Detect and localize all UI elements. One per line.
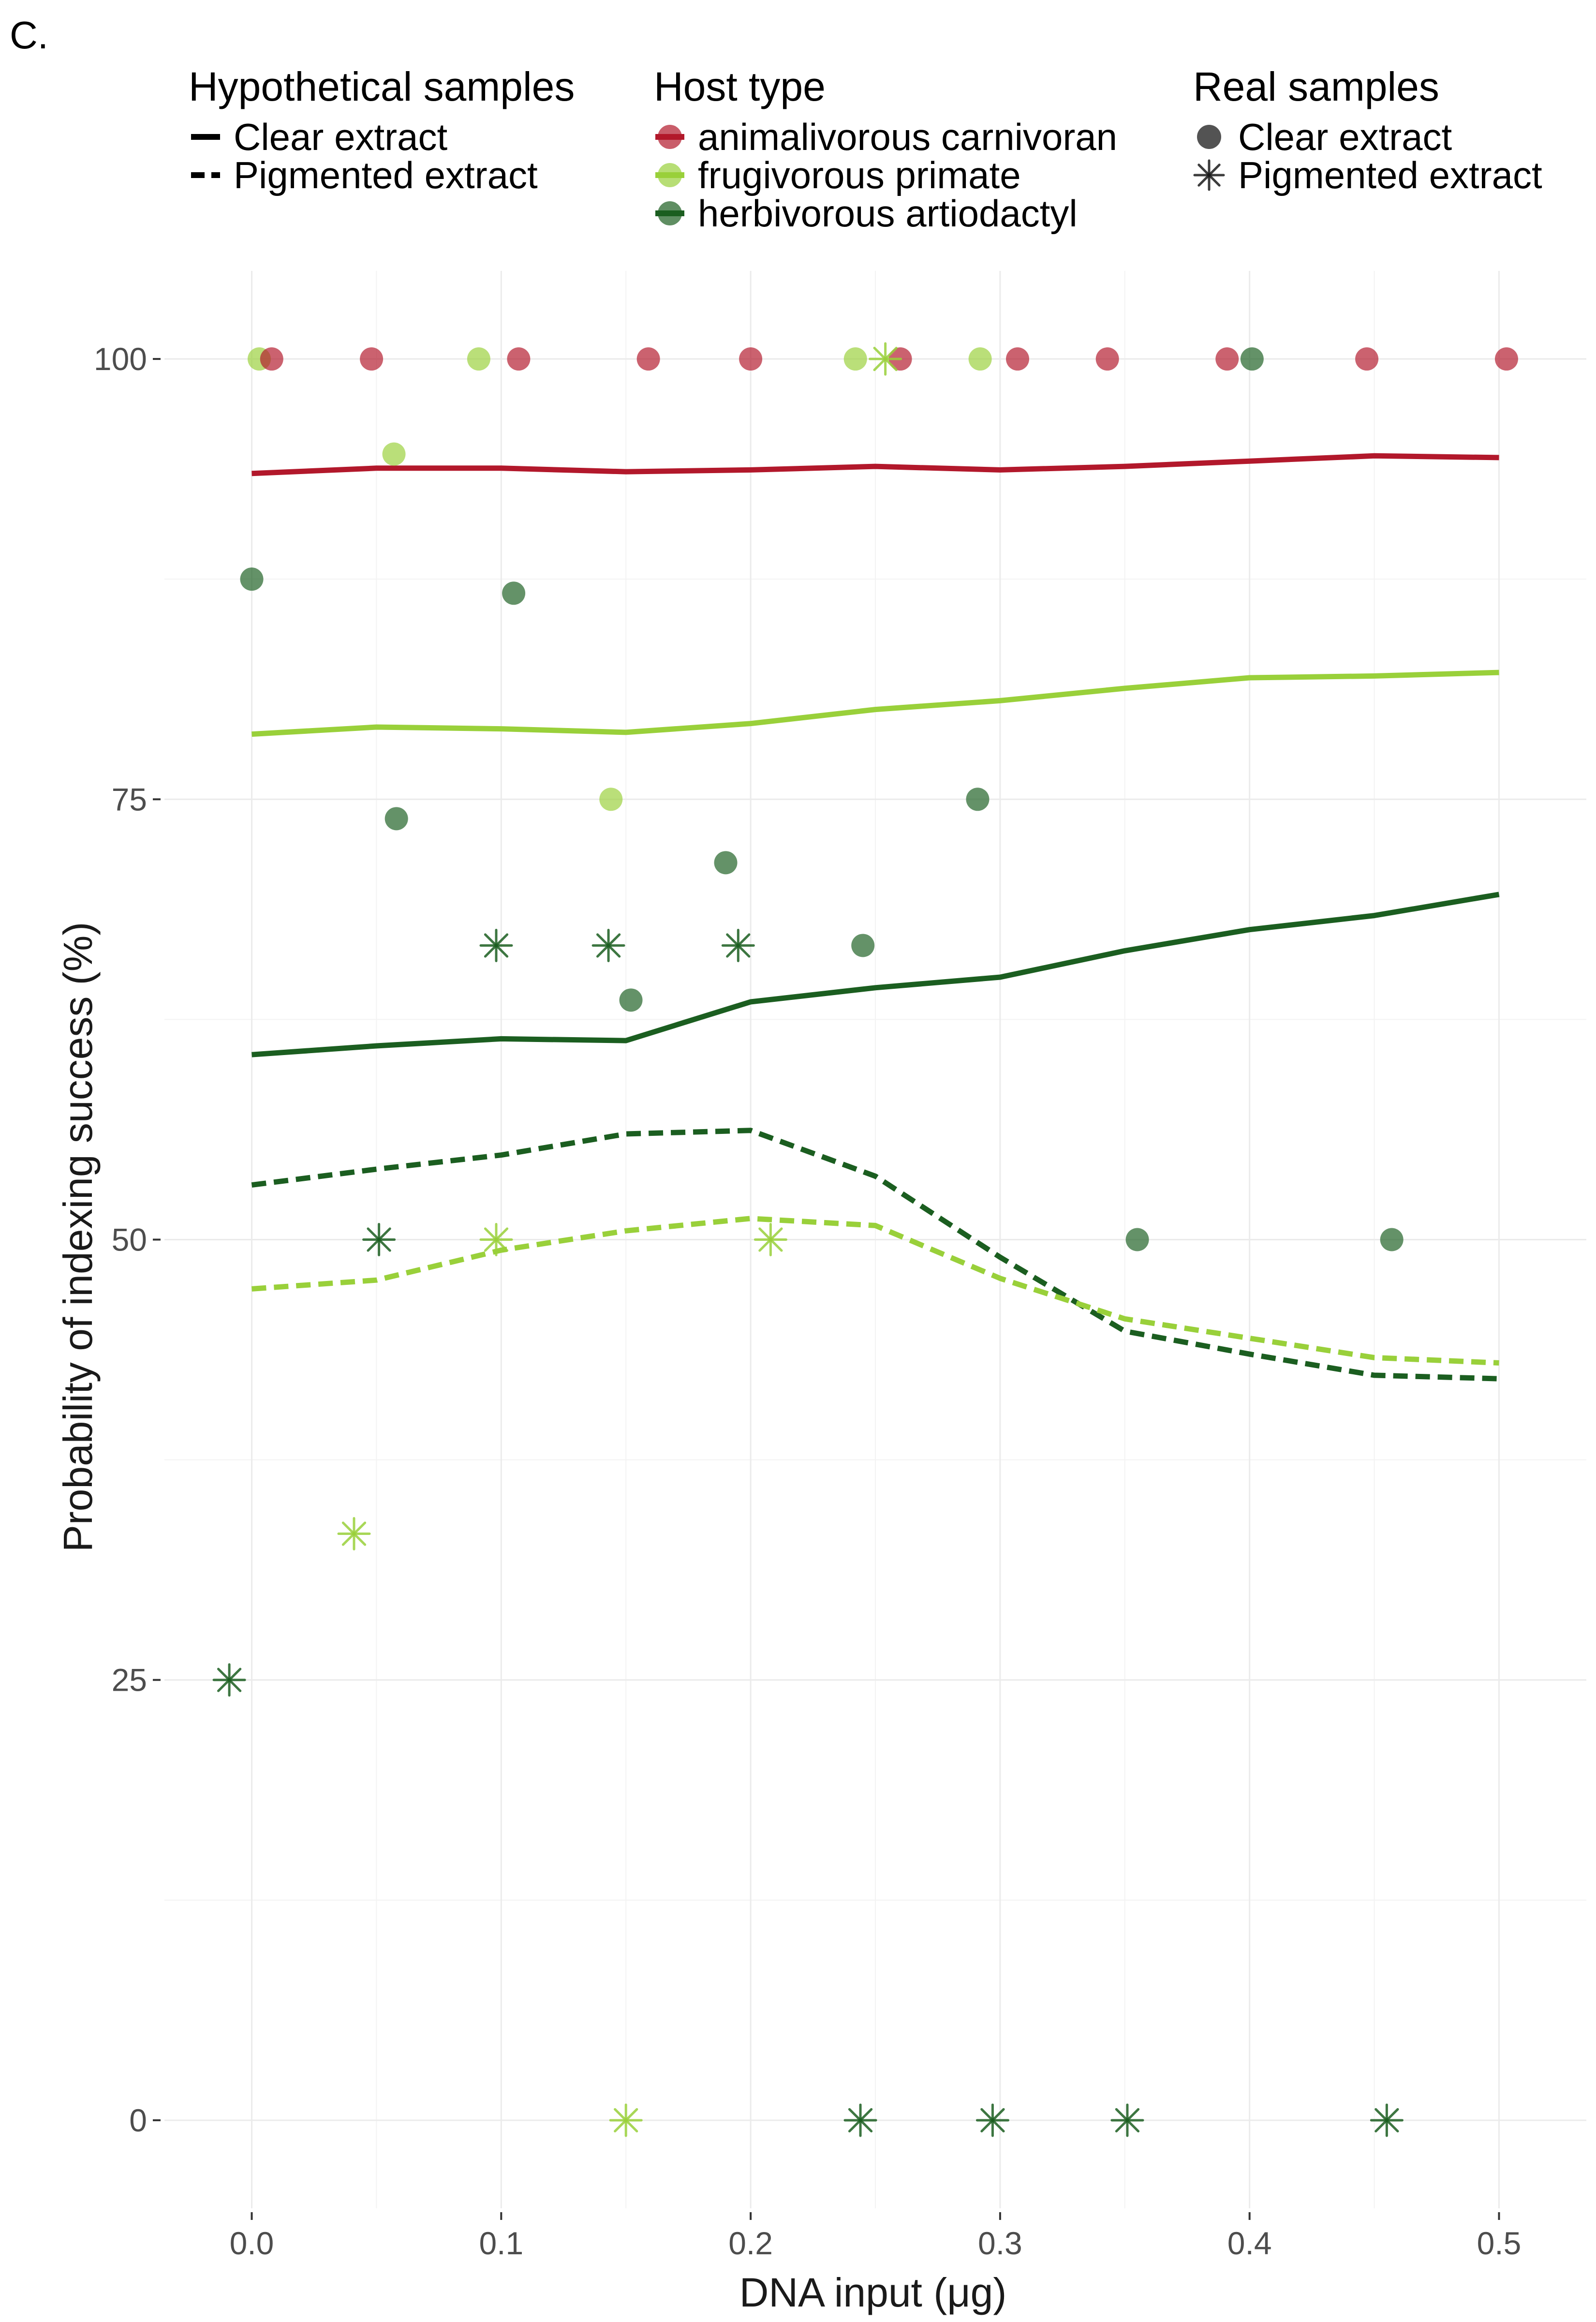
- data-point-clear: [1380, 1228, 1404, 1251]
- series-line-primate-clear: [251, 670, 1499, 737]
- data-point-pigmented: [362, 1223, 396, 1256]
- panel-label: C.: [10, 14, 48, 57]
- data-point-clear: [966, 788, 990, 811]
- legend-carnivoran-label: animalivorous carnivoran: [698, 116, 1117, 158]
- data-point-clear: [467, 347, 490, 371]
- data-point-pigmented: [591, 928, 625, 962]
- legend-hypothetical-title: Hypothetical samples: [189, 64, 575, 109]
- legend-hypothetical: Hypothetical samples Clear extract Pigme…: [189, 64, 575, 196]
- data-point-pigmented: [337, 1517, 371, 1551]
- y-tick-label: 75: [112, 781, 147, 817]
- data-point-pigmented: [479, 928, 513, 962]
- data-point-clear: [619, 988, 643, 1012]
- legend-host-type-title: Host type: [654, 64, 826, 109]
- data-point-clear: [714, 851, 738, 875]
- x-axis-title: DNA input (μg): [739, 2270, 1007, 2315]
- data-point-clear: [851, 934, 875, 957]
- y-tick-label: 100: [94, 341, 147, 377]
- data-point-clear: [1215, 347, 1239, 371]
- x-tick-label: 0.0: [230, 2225, 274, 2261]
- data-point-clear: [1240, 347, 1264, 371]
- legend-carnivoran-dot-key: [658, 125, 682, 149]
- x-tick-label: 0.2: [728, 2225, 773, 2261]
- data-point-clear: [636, 347, 660, 371]
- data-point-clear: [968, 347, 992, 371]
- y-tick-label: 50: [112, 1222, 147, 1258]
- series-line-primate-pigmented: [251, 1216, 1499, 1366]
- data-point-pigmented: [975, 2103, 1009, 2137]
- data-point-clear: [507, 347, 531, 371]
- series-line-artiodactyl-clear: [251, 892, 1500, 1057]
- data-point-pigmented: [1370, 2103, 1404, 2137]
- data-point-clear: [599, 788, 623, 811]
- axis-ticks: 0.0 0.1 0.2 0.3 0.4 0.5 0 25 50 75 100: [94, 341, 1521, 2261]
- data-point-clear: [1355, 347, 1379, 371]
- data-point-pigmented: [754, 1223, 787, 1256]
- legend-asterisk-key: [1193, 159, 1225, 191]
- x-tick-label: 0.5: [1477, 2225, 1522, 2261]
- series-lines: [251, 453, 1500, 1382]
- data-point-pigmented: [1110, 2103, 1144, 2137]
- legend-real-samples: Real samples Clear extract Pigmented ext…: [1193, 64, 1542, 196]
- data-point-pigmented: [212, 1663, 246, 1697]
- legend-asterisk-glyph: [1193, 159, 1225, 191]
- legend-real-clear-label: Clear extract: [1238, 116, 1452, 158]
- legend-artiodactyl-dot-key: [658, 201, 682, 225]
- data-point-clear: [1494, 347, 1518, 371]
- data-point-clear: [382, 442, 406, 466]
- data-point-clear: [260, 347, 283, 371]
- legend-real-pigmented-label: Pigmented extract: [1238, 154, 1542, 196]
- data-point-clear: [1125, 1228, 1149, 1251]
- data-point-clear: [1095, 347, 1119, 371]
- data-point-pigmented: [609, 2103, 643, 2137]
- legend-primate-label: frugivorous primate: [698, 154, 1021, 196]
- data-point-pigmented: [843, 2103, 877, 2137]
- x-tick-label: 0.1: [479, 2225, 523, 2261]
- legend-artiodactyl-label: herbivorous artiodactyl: [698, 192, 1078, 235]
- data-point-clear: [843, 347, 867, 371]
- data-point-clear: [502, 581, 526, 605]
- data-point-pigmented: [479, 1223, 513, 1256]
- legend-circle-key: [1197, 125, 1221, 149]
- data-point-clear: [240, 567, 264, 591]
- data-point-clear: [384, 807, 408, 831]
- legend-host-type: Host type animalivorous carnivoran frugi…: [654, 64, 1117, 235]
- legend-primate-dot-key: [658, 163, 682, 187]
- data-point-clear: [739, 347, 763, 371]
- legend-hypothetical-clear-label: Clear extract: [234, 116, 447, 158]
- series-line-artiodactyl-pigmented: [251, 1128, 1499, 1382]
- y-tick-label: 0: [129, 2102, 147, 2138]
- y-tick-label: 25: [112, 1662, 147, 1698]
- series-line-carnivoran-clear: [251, 453, 1499, 476]
- data-point-pigmented: [721, 928, 755, 962]
- data-point-clear: [360, 347, 384, 371]
- data-point-pigmented: [869, 342, 902, 376]
- x-tick-label: 0.3: [978, 2225, 1022, 2261]
- x-tick-label: 0.4: [1227, 2225, 1272, 2261]
- y-axis-title: Probability of indexing success (%): [55, 922, 101, 1552]
- grid: [164, 271, 1586, 2208]
- legend-real-title: Real samples: [1193, 64, 1439, 109]
- legend-hypothetical-pigmented-label: Pigmented extract: [234, 154, 538, 196]
- data-points: [212, 342, 1518, 2137]
- data-point-clear: [1006, 347, 1029, 371]
